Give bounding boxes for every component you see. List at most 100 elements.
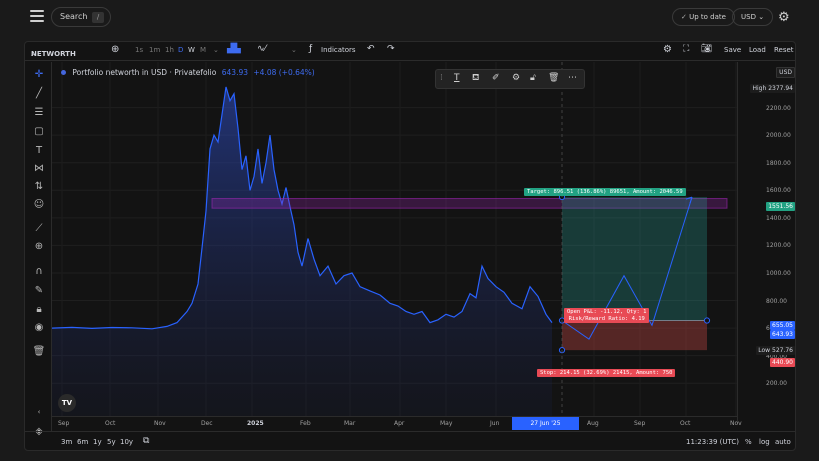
chart-legend: Portfolio networth in USD · Privatefolio… xyxy=(61,68,315,77)
chart-window: ⌕ NETWORTH ⊕ 1s 1m 1h D W M ⌄ ▟▙ ∿⁄ ⌄ ƒ … xyxy=(24,41,796,451)
ratio-text: Risk/Reward Ratio: 4.19 xyxy=(568,315,645,322)
legend-change: +4.08 (+0.64%) xyxy=(253,68,315,77)
drawing-edit-toolbar: ⁞ T ⛾ ✐ ⚙ 🔓︎ 🗑︎ ⋯ xyxy=(435,69,585,89)
price-scale[interactable]: USD 2200.00 2000.00 1800.00 1600.00 1400.00 1… xyxy=(737,62,795,424)
time-tick: Feb xyxy=(300,420,311,427)
ruler-icon[interactable]: ⟋ xyxy=(35,223,43,234)
auto-toggle[interactable]: auto xyxy=(775,438,791,446)
indicators-button[interactable]: Indicators xyxy=(321,46,356,54)
chevron-down-icon[interactable]: ⌄ xyxy=(213,46,219,54)
networth-chart[interactable] xyxy=(52,62,737,417)
rectangle-icon[interactable]: ▢ xyxy=(34,126,44,137)
currency-select[interactable]: USD ⌄ xyxy=(732,8,774,26)
fill-icon[interactable]: ⛾ xyxy=(472,73,480,83)
line-color-icon[interactable]: ✐ xyxy=(492,73,500,83)
timeframe-1h[interactable]: 1h xyxy=(165,46,174,54)
range-10y[interactable]: 10y xyxy=(120,438,134,446)
text-icon[interactable]: T xyxy=(454,73,460,83)
time-tick: Aug xyxy=(587,420,599,427)
clock-label: 11:23:39 (UTC) xyxy=(686,438,740,446)
currency-label: USD xyxy=(741,13,756,21)
line-chart-icon[interactable]: ∿⁄ xyxy=(257,44,267,54)
function-icon: ƒ xyxy=(309,44,313,54)
gear-icon[interactable]: ⚙ xyxy=(512,73,521,83)
gear-icon[interactable]: ⚙ xyxy=(663,44,672,55)
price-tick: 2000.00 xyxy=(766,132,791,140)
price-tick: 1800.00 xyxy=(766,159,791,167)
search-label: Search xyxy=(60,12,88,21)
time-tick: Mar xyxy=(344,420,356,427)
timeframe-m[interactable]: M xyxy=(200,46,207,54)
redo-icon[interactable]: ↷ xyxy=(387,44,395,54)
trash-icon[interactable]: 🗑︎ xyxy=(548,73,560,83)
draw-lock-icon[interactable]: ✎ xyxy=(34,285,44,296)
gear-icon[interactable]: ⚙ xyxy=(778,10,790,25)
parallel-lines-icon[interactable]: ☰ xyxy=(34,107,44,118)
log-toggle[interactable]: log xyxy=(759,438,770,446)
time-tick: May xyxy=(440,420,453,427)
time-tick: Jun xyxy=(490,420,500,427)
price-tick: 2200.00 xyxy=(766,104,791,112)
range-5y[interactable]: 5y xyxy=(107,438,116,446)
projection-line xyxy=(561,197,693,340)
drag-handle-icon[interactable]: ⁞ xyxy=(440,73,443,83)
menu-icon[interactable] xyxy=(30,10,44,22)
undo-icon[interactable]: ↶ xyxy=(367,44,375,54)
magnet-icon[interactable]: ∩ xyxy=(35,266,43,277)
series-dot xyxy=(61,70,66,75)
time-tick: Sep xyxy=(634,420,646,427)
crosshair-icon[interactable]: ✛ xyxy=(34,69,44,80)
smiley-icon[interactable]: ☺ xyxy=(33,199,45,210)
add-symbol-icon[interactable]: ⊕ xyxy=(111,44,120,55)
save-button[interactable]: Save xyxy=(724,46,742,54)
stop-price-label: 440.90 xyxy=(770,358,795,367)
sync-status-button[interactable]: ✓ Up to date xyxy=(672,8,735,26)
low-value: 527.76 xyxy=(772,347,793,354)
fullscreen-icon[interactable]: ⛶ xyxy=(683,44,690,54)
time-tick: Apr xyxy=(394,420,405,427)
pnl-text: Open P&L: -11.12, Qty: 1 xyxy=(567,309,647,315)
time-tick: Nov xyxy=(154,420,166,427)
reset-button[interactable]: Reset xyxy=(774,46,794,54)
time-tick: Oct xyxy=(105,420,116,427)
range-1y[interactable]: 1y xyxy=(93,438,102,446)
search-button[interactable]: Search / xyxy=(51,7,111,27)
range-6m[interactable]: 6m xyxy=(77,438,89,446)
eye-icon[interactable]: ◉ xyxy=(34,322,44,333)
chart-toolbar: ⌕ NETWORTH ⊕ 1s 1m 1h D W M ⌄ ▟▙ ∿⁄ ⌄ ƒ … xyxy=(25,42,795,61)
load-button[interactable]: Load xyxy=(749,46,766,54)
position-icon[interactable]: ⇅ xyxy=(34,181,44,192)
high-label: High 2377.94 xyxy=(750,84,795,93)
projection-arrow xyxy=(685,196,693,204)
range-3m[interactable]: 3m xyxy=(61,438,73,446)
resistance-zone xyxy=(211,198,728,209)
chevron-down-icon[interactable]: ⌄ xyxy=(291,46,297,54)
trash-icon[interactable]: 🗑︎ xyxy=(32,346,46,357)
zoom-in-icon[interactable]: ⊕ xyxy=(34,241,44,252)
text-icon[interactable]: T xyxy=(35,145,43,156)
collapse-icon[interactable]: ‹ xyxy=(37,408,41,416)
time-scale[interactable]: Sep Oct Nov Dec 2025 Feb Mar Apr May Jun… xyxy=(52,416,742,430)
timeframe-d[interactable]: D xyxy=(178,46,184,54)
target-zone xyxy=(562,197,707,321)
lock-icon[interactable]: 🔓︎ xyxy=(530,73,536,83)
more-icon[interactable]: ⋯ xyxy=(568,73,577,83)
bottom-bar: 3m 6m 1y 5y 10y ⧉ 11:23:39 (UTC) % log a… xyxy=(25,431,795,450)
timeframe-w[interactable]: W xyxy=(188,46,195,54)
tradingview-logo[interactable]: TV xyxy=(58,394,76,412)
camera-icon[interactable]: 📷︎ xyxy=(701,44,713,54)
price-tick: 1000.00 xyxy=(766,269,791,277)
pnl-label: Open P&L: -11.12, Qty: 1 Risk/Reward Rat… xyxy=(564,308,650,323)
timeframe-1m[interactable]: 1m xyxy=(149,46,161,54)
timeframe-1s[interactable]: 1s xyxy=(135,46,144,54)
target-label: Target: 896.51 (136.86%) 89651, Amount: … xyxy=(524,188,686,196)
search-shortcut: / xyxy=(92,12,104,23)
time-tick: Dec xyxy=(201,420,213,427)
lock-icon[interactable]: 🔒︎ xyxy=(36,304,42,315)
pattern-icon[interactable]: ⋈ xyxy=(34,163,44,174)
bar-chart-icon[interactable]: ▟▙ xyxy=(227,44,241,54)
high-value: 2377.94 xyxy=(768,85,793,92)
calendar-range-icon[interactable]: ⧉ xyxy=(143,436,150,446)
percent-toggle[interactable]: % xyxy=(745,438,752,446)
trendline-icon[interactable]: ╱ xyxy=(35,88,43,99)
